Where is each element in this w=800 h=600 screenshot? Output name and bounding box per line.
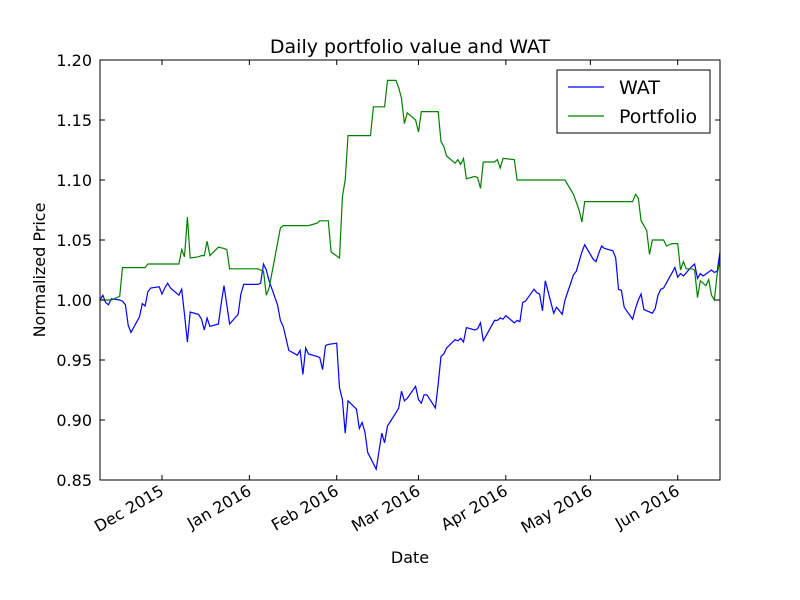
y-tick-label: 0.85 <box>56 471 92 490</box>
y-tick-label: 1.15 <box>56 111 92 130</box>
axes-frame <box>99 59 721 481</box>
series-line-wat <box>100 243 720 472</box>
legend-frame <box>556 69 711 134</box>
y-tick-label: 0.90 <box>56 411 92 430</box>
y-tick-label: 1.05 <box>56 231 92 250</box>
y-axis-label: Normalized Price <box>30 203 49 338</box>
legend-label-portfolio: Portfolio <box>619 106 697 128</box>
y-tick-label: 1.20 <box>56 51 92 70</box>
plot-area <box>100 79 720 472</box>
y-tick-label: 0.95 <box>56 351 92 370</box>
y-tick-label: 1.00 <box>56 291 92 310</box>
chart-title: Daily portfolio value and WAT <box>270 36 551 58</box>
x-axis-label: Date <box>391 548 429 567</box>
legend-label-wat: WAT <box>619 77 660 99</box>
legend: WAT Portfolio <box>556 69 711 134</box>
y-tick-label: 1.10 <box>56 171 92 190</box>
series-line-portfolio <box>100 79 720 302</box>
